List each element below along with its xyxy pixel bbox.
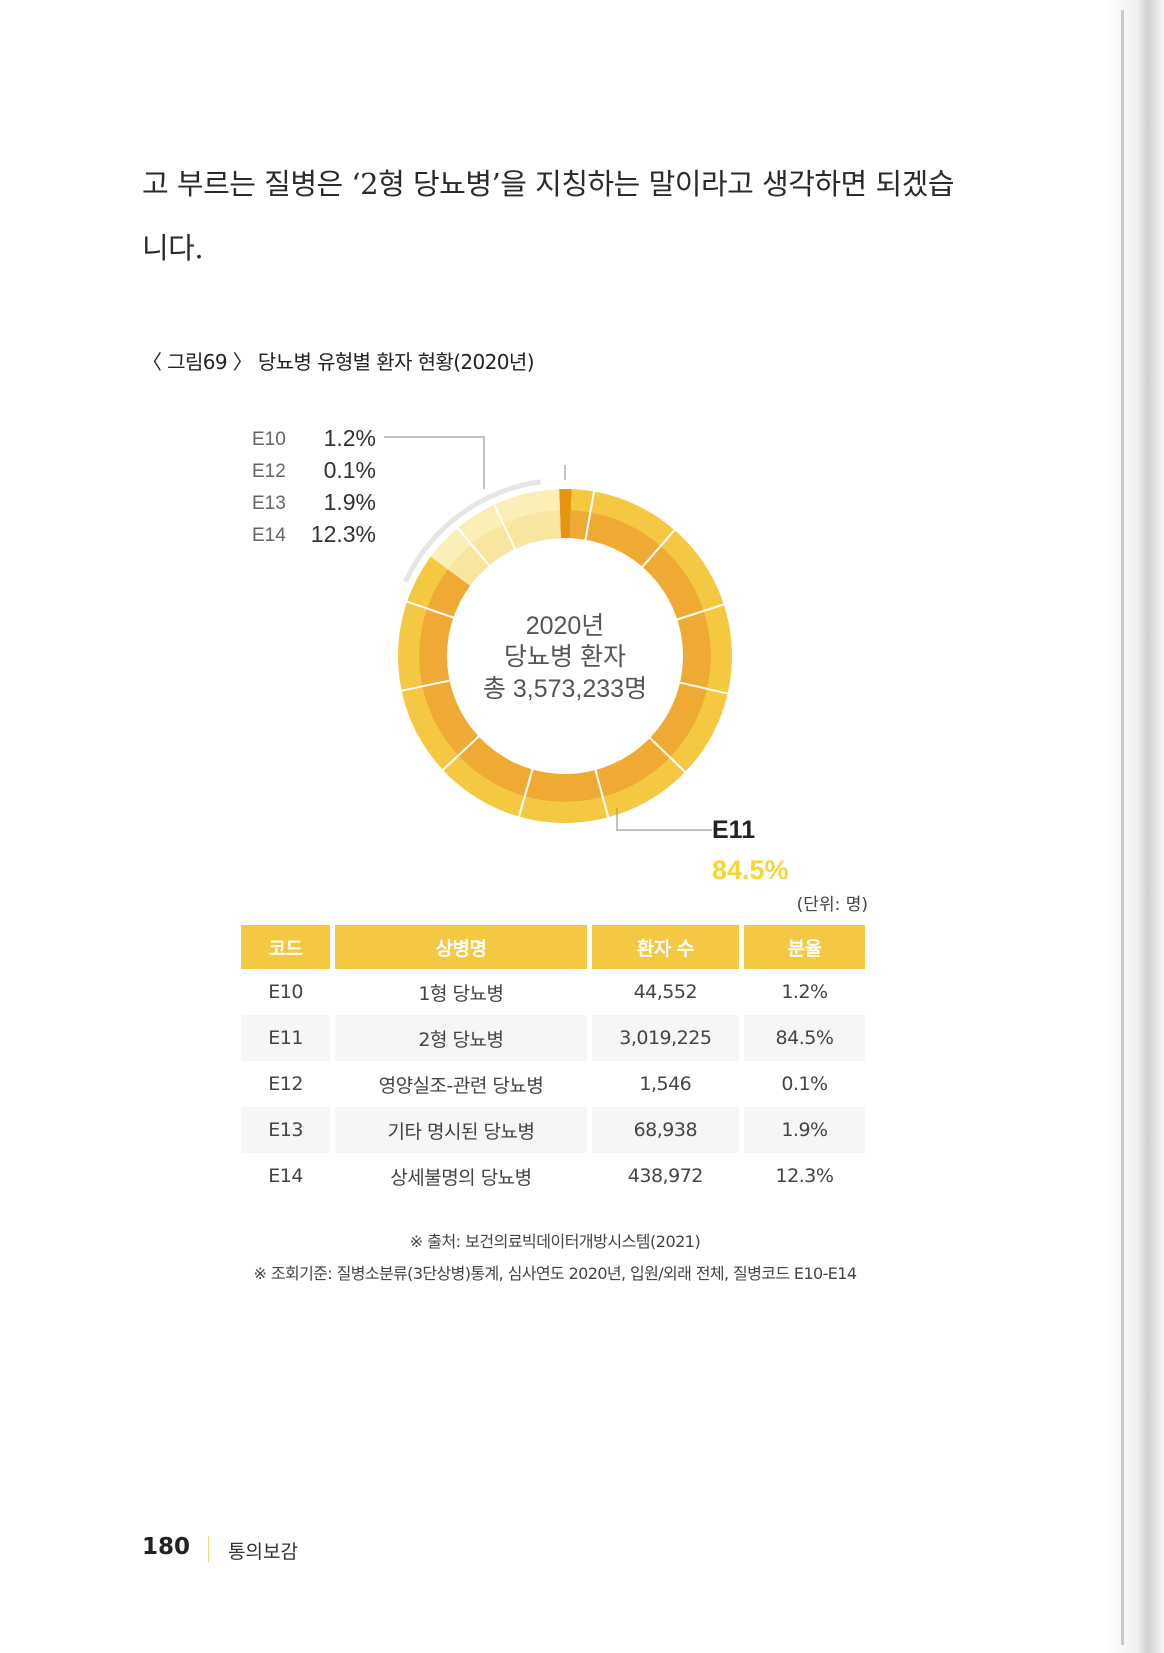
header-ratio: 분율	[743, 925, 865, 969]
figure-title: 〈 그림69 〉 당뇨병 유형별 환자 현황(2020년)	[142, 350, 535, 374]
cell-name: 2형 당뇨병	[335, 1015, 587, 1061]
body-text-line-1: 고 부르는 질병은 ‘2형 당뇨병’을 지칭하는 말이라고 생각하면 되겠습	[142, 167, 955, 201]
legend-pct-e10: 1.2%	[324, 425, 376, 451]
legend-code-e10: E10	[252, 429, 286, 450]
e11-pct-label: 84.5%	[712, 855, 789, 885]
header-count: 환자 수	[591, 925, 739, 969]
donut-divider	[678, 681, 729, 695]
cell-ratio: 1.2%	[781, 981, 828, 1003]
donut-dividers	[400, 479, 729, 819]
donut-divider	[584, 490, 596, 541]
table-row: E10 1형 당뇨병 44,552 1.2%	[241, 969, 865, 1015]
cell-ratio: 1.9%	[743, 1107, 865, 1153]
table-row: E13 기타 명시된 당뇨병 68,938 1.9%	[241, 1107, 865, 1153]
cell-code: E14	[268, 1165, 303, 1187]
center-total: 총 3,573,233명	[483, 675, 647, 703]
footer-separator	[208, 1536, 209, 1562]
donut-divider	[441, 735, 481, 772]
table-row: E12 영양실조-관련 당뇨병 1,546 0.1%	[241, 1061, 865, 1107]
cell-code: E11	[241, 1015, 331, 1061]
donut-slice-e12-inner	[447, 568, 471, 586]
legend-code-e12: E12	[252, 461, 286, 482]
criteria-note: ※ 조회기준: 질병소분류(3단상병)통계, 심사연도 2020년, 입원/외래…	[253, 1264, 858, 1283]
book-title: 통의보감	[228, 1541, 298, 1563]
table-header-row: 코드 상병명 환자 수 분율	[241, 925, 865, 969]
donut-divider	[400, 679, 451, 692]
center-year: 2020년	[526, 612, 605, 640]
cell-name: 영양실조-관련 당뇨병	[378, 1074, 544, 1097]
cell-ratio: 12.3%	[775, 1165, 834, 1187]
donut-slice-e13-inner	[448, 555, 480, 586]
donut-divider	[493, 503, 517, 551]
cell-name: 1형 당뇨병	[418, 982, 504, 1005]
cell-ratio: 84.5%	[743, 1015, 865, 1061]
cell-code: E10	[268, 981, 303, 1003]
donut-divider	[594, 768, 610, 819]
cell-count: 438,972	[627, 1165, 704, 1187]
donut-slice-e13-outer	[431, 540, 460, 569]
cell-count: 1,546	[639, 1073, 692, 1095]
legend-pct-e13: 1.9%	[324, 489, 376, 515]
page-edge-shadow	[1106, 0, 1164, 1653]
body-text: 고 부르는 질병은 ‘2형 당뇨병’을 지칭하는 말이라고 생각하면 되겠습 니…	[142, 152, 982, 280]
legend-code-e13: E13	[252, 493, 286, 514]
header-name: 상병명	[335, 925, 587, 969]
small-slices-outline-arc	[403, 479, 541, 583]
cell-count: 44,552	[633, 981, 698, 1003]
cell-count: 3,019,225	[591, 1015, 739, 1061]
header-code: 코드	[241, 925, 331, 969]
table-unit: (단위: 명)	[796, 895, 868, 915]
donut-divider	[675, 603, 726, 621]
page-edge-line	[1121, 10, 1124, 1645]
page-number: 180	[142, 1534, 191, 1560]
donut-divider	[456, 526, 491, 568]
cell-name: 상세불명의 당뇨병	[390, 1166, 532, 1189]
donut-divider	[517, 768, 534, 818]
cell-ratio: 0.1%	[781, 1073, 828, 1095]
e11-leader-line	[616, 808, 712, 831]
legend-pct-e12: 0.1%	[324, 457, 376, 483]
table-row: E11 2형 당뇨병 3,019,225 84.5%	[241, 1015, 865, 1061]
e10-leader-line	[384, 436, 485, 489]
cell-name: 기타 명시된 당뇨병	[335, 1107, 587, 1153]
body-text-line-2: 니다.	[142, 231, 204, 265]
donut-slice-e10	[559, 489, 572, 539]
donut-divider	[648, 736, 687, 774]
table-row: E14 상세불명의 당뇨병 438,972 12.3%	[241, 1153, 865, 1199]
legend-code-e14: E14	[252, 525, 286, 546]
donut-slice-e12-outer	[430, 555, 449, 570]
e11-code-label: E11	[712, 816, 755, 844]
donut-divider	[641, 528, 676, 569]
donut-divider	[405, 600, 455, 619]
cell-code: E12	[268, 1073, 303, 1095]
donut-slice-e14-inner	[459, 510, 561, 575]
legend-pct-e14: 12.3%	[311, 521, 376, 547]
source-note: ※ 출처: 보건의료빅데이터개방시스템(2021)	[409, 1232, 701, 1251]
cell-count: 68,938	[591, 1107, 739, 1153]
center-label: 당뇨병 환자	[504, 643, 626, 671]
data-table: 코드 상병명 환자 수 분율 E10 1형 당뇨병 44,552 1.2% E1…	[236, 925, 870, 1199]
cell-code: E13	[241, 1107, 331, 1153]
